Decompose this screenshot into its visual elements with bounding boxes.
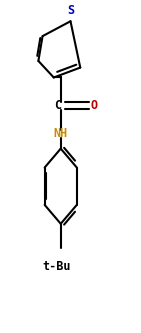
Text: NH: NH — [54, 127, 68, 140]
Text: t-Bu: t-Bu — [42, 260, 70, 273]
Text: O: O — [90, 99, 98, 112]
Text: S: S — [67, 4, 74, 17]
Text: C: C — [54, 99, 61, 112]
